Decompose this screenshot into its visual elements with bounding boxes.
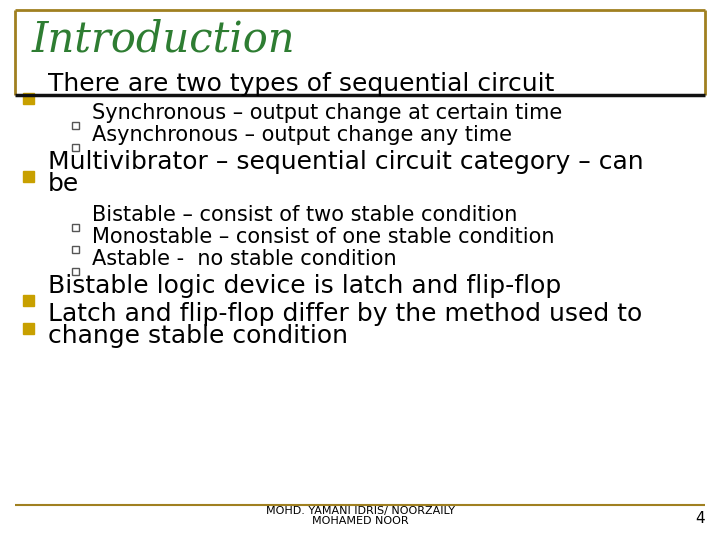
Text: MOHAMED NOOR: MOHAMED NOOR <box>312 516 408 526</box>
Text: 4: 4 <box>696 511 705 526</box>
Text: MOHD. YAMANI IDRIS/ NOORZAILY: MOHD. YAMANI IDRIS/ NOORZAILY <box>266 506 454 516</box>
Text: Multivibrator – sequential circuit category – can: Multivibrator – sequential circuit categ… <box>48 150 644 174</box>
Text: Monostable – consist of one stable condition: Monostable – consist of one stable condi… <box>92 227 554 247</box>
Text: change stable condition: change stable condition <box>48 324 348 348</box>
Text: Bistable – consist of two stable condition: Bistable – consist of two stable conditi… <box>92 205 518 225</box>
Text: Latch and flip-flop differ by the method used to: Latch and flip-flop differ by the method… <box>48 302 642 326</box>
Text: There are two types of sequential circuit: There are two types of sequential circui… <box>48 72 554 96</box>
Polygon shape <box>22 171 34 181</box>
Polygon shape <box>22 322 34 334</box>
Text: Bistable logic device is latch and flip-flop: Bistable logic device is latch and flip-… <box>48 274 562 298</box>
Text: Synchronous – output change at certain time: Synchronous – output change at certain t… <box>92 103 562 123</box>
Text: Asynchronous – output change any time: Asynchronous – output change any time <box>92 125 512 145</box>
Text: Astable -  no stable condition: Astable - no stable condition <box>92 249 397 269</box>
Text: Introduction: Introduction <box>32 18 295 60</box>
Polygon shape <box>22 294 34 306</box>
Text: be: be <box>48 172 79 196</box>
Polygon shape <box>22 92 34 104</box>
